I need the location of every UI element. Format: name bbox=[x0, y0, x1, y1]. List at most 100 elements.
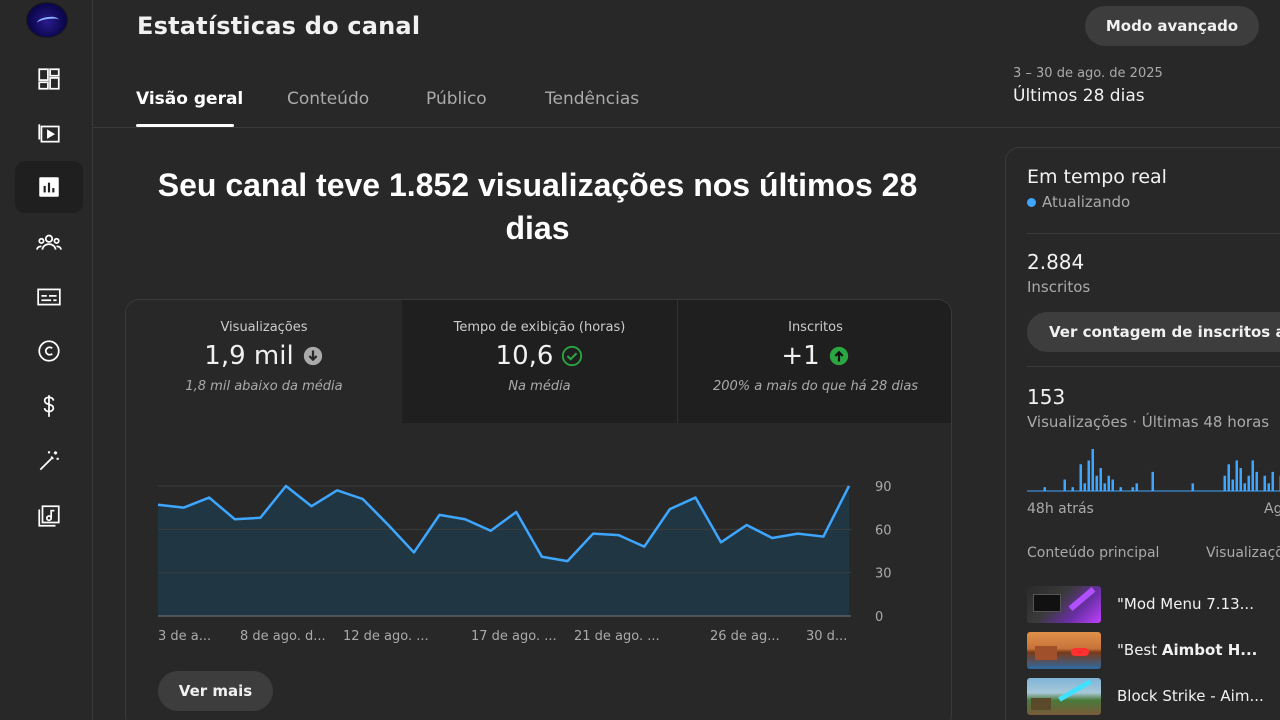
divider bbox=[1027, 366, 1280, 367]
realtime-bar bbox=[1247, 475, 1250, 491]
headline: Seu canal teve 1.852 visualizações nos ú… bbox=[157, 167, 918, 246]
chart-area-fill bbox=[158, 486, 849, 616]
axis-end-label: Agora bbox=[1264, 501, 1280, 517]
x-tick-label: 30 d... bbox=[806, 629, 847, 644]
realtime-bar bbox=[1267, 483, 1270, 491]
advanced-mode-button[interactable]: Modo avançado bbox=[1085, 6, 1259, 46]
metric-value: +1 bbox=[781, 341, 820, 371]
overview-card: Visualizações 1,9 mil 1,8 mil abaixo da … bbox=[125, 299, 952, 720]
realtime-bar bbox=[1251, 460, 1254, 491]
x-tick-label: 3 de a... bbox=[158, 629, 211, 644]
sidebar bbox=[0, 0, 93, 720]
page-title: Estatísticas do canal bbox=[137, 12, 421, 40]
realtime-bar bbox=[1223, 475, 1226, 491]
realtime-bar bbox=[1239, 468, 1242, 491]
metric-watch-time[interactable]: Tempo de exibição (horas) 10,6 Na média bbox=[402, 300, 677, 423]
dashboard-icon[interactable] bbox=[15, 53, 83, 105]
subscriber-count: 2.884 bbox=[1027, 250, 1085, 274]
content-icon[interactable] bbox=[15, 107, 83, 159]
realtime-bar bbox=[1091, 449, 1094, 491]
realtime-bar bbox=[1231, 479, 1234, 491]
realtime-bar bbox=[1119, 487, 1122, 491]
realtime-bar bbox=[1099, 468, 1102, 491]
metric-comparison: 200% a mais do que há 28 dias bbox=[712, 379, 919, 394]
realtime-bar bbox=[1191, 483, 1194, 491]
copyright-icon[interactable] bbox=[15, 325, 83, 377]
realtime-bar bbox=[1063, 479, 1066, 491]
realtime-views-label: Visualizações · Últimas 48 horas bbox=[1027, 413, 1270, 431]
divider bbox=[1027, 233, 1280, 234]
realtime-bar bbox=[1243, 483, 1246, 491]
live-dot-icon bbox=[1027, 197, 1036, 207]
views-line-chart[interactable]: 0 30 60 90 3 de a... 8 de ago. d... 12 de ago.… bbox=[126, 423, 952, 720]
audio-library-icon[interactable] bbox=[15, 490, 83, 542]
metric-label: Tempo de exibição (horas) bbox=[453, 320, 626, 335]
realtime-bar bbox=[1151, 471, 1154, 491]
top-video-item[interactable]: "Mod Menu 7.13... bbox=[1027, 586, 1280, 624]
live-subscriber-count-button[interactable]: Ver contagem de inscritos ao vivo bbox=[1027, 312, 1280, 352]
video-thumbnail bbox=[1027, 586, 1101, 623]
date-range[interactable]: 3 – 30 de ago. de 2025 bbox=[1013, 66, 1163, 81]
views-column-header: Visualizações bbox=[1206, 545, 1280, 561]
subtitles-icon[interactable] bbox=[15, 271, 83, 323]
y-tick-label: 30 bbox=[875, 567, 892, 582]
realtime-bar bbox=[1271, 471, 1274, 491]
tab-audience[interactable]: Público bbox=[426, 89, 487, 109]
metric-value: 1,9 mil bbox=[204, 341, 294, 371]
x-tick-label: 17 de ago. ... bbox=[471, 629, 557, 644]
realtime-status: Atualizando bbox=[1042, 193, 1131, 211]
arrow-down-circle-icon bbox=[302, 345, 324, 367]
realtime-bar bbox=[1227, 464, 1230, 491]
y-tick-label: 90 bbox=[875, 480, 892, 495]
realtime-bar bbox=[1043, 487, 1046, 491]
video-thumbnail bbox=[1027, 678, 1101, 715]
tab-bar: Visão geral Conteúdo Público Tendências bbox=[93, 78, 1280, 128]
chart-line-views bbox=[157, 484, 851, 563]
realtime-bar bbox=[1095, 475, 1098, 491]
subscriber-label: Inscritos bbox=[1027, 278, 1091, 296]
monetization-icon[interactable] bbox=[15, 380, 83, 432]
top-content-header: Conteúdo principal bbox=[1027, 545, 1160, 561]
x-tick-label: 12 de ago. ... bbox=[343, 629, 429, 644]
realtime-bar bbox=[1107, 475, 1110, 491]
x-tick-label: 26 de ag... bbox=[710, 629, 780, 644]
metric-label: Inscritos bbox=[788, 320, 843, 335]
realtime-bar-chart[interactable] bbox=[1027, 443, 1280, 493]
metric-views[interactable]: Visualizações 1,9 mil 1,8 mil abaixo da … bbox=[126, 300, 402, 423]
channel-avatar[interactable] bbox=[26, 2, 68, 38]
tab-trends[interactable]: Tendências bbox=[545, 89, 640, 109]
tab-overview[interactable]: Visão geral bbox=[136, 89, 244, 109]
video-title: "Mod Menu 7.13... bbox=[1117, 595, 1254, 613]
video-title-bold: Aimbot H... bbox=[1161, 641, 1258, 659]
analytics-icon[interactable] bbox=[15, 161, 83, 213]
realtime-bar bbox=[1131, 487, 1134, 491]
date-period-selector[interactable]: Últimos 28 dias bbox=[1013, 86, 1145, 106]
realtime-bar bbox=[1111, 479, 1114, 491]
realtime-bar bbox=[1071, 487, 1074, 491]
top-video-item[interactable]: Block Strike - Aim... bbox=[1027, 678, 1280, 716]
x-tick-label: 21 de ago. ... bbox=[574, 629, 660, 644]
metric-comparison: 1,8 mil abaixo da média bbox=[185, 379, 343, 394]
metric-label: Visualizações bbox=[220, 320, 308, 335]
realtime-bar bbox=[1235, 460, 1238, 491]
realtime-bar bbox=[1255, 471, 1258, 491]
customization-icon[interactable] bbox=[15, 435, 83, 487]
realtime-bar bbox=[1079, 464, 1082, 491]
video-title: "Best bbox=[1117, 641, 1162, 659]
metric-value: 10,6 bbox=[495, 341, 554, 371]
community-icon[interactable] bbox=[15, 216, 83, 268]
axis-start-label: 48h atrás bbox=[1027, 501, 1094, 517]
y-tick-label: 60 bbox=[875, 523, 892, 538]
x-tick-label: 8 de ago. d... bbox=[240, 629, 326, 644]
realtime-views-count: 153 bbox=[1027, 385, 1066, 409]
metric-subscribers[interactable]: Inscritos +1 200% a mais do que há 28 di… bbox=[677, 300, 951, 423]
realtime-bar bbox=[1083, 483, 1086, 491]
realtime-bar bbox=[1263, 475, 1266, 491]
realtime-card: Em tempo real Atualizando 2.884 Inscrito… bbox=[1005, 147, 1280, 720]
realtime-title: Em tempo real bbox=[1027, 166, 1167, 188]
see-more-button[interactable]: Ver mais bbox=[158, 671, 273, 711]
arrow-up-circle-icon bbox=[828, 345, 850, 367]
y-tick-label: 0 bbox=[875, 610, 883, 625]
top-video-item[interactable]: "Best Aimbot H... bbox=[1027, 632, 1280, 670]
tab-content[interactable]: Conteúdo bbox=[287, 89, 370, 109]
